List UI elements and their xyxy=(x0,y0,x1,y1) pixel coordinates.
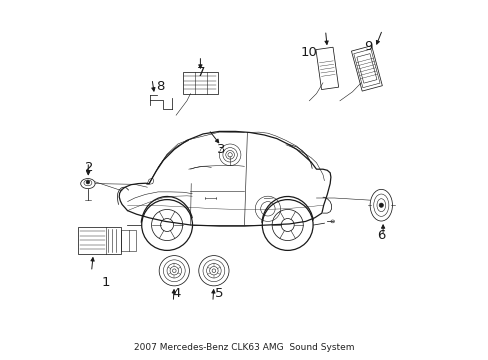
Text: 10: 10 xyxy=(300,46,317,59)
Text: 8: 8 xyxy=(155,80,164,93)
Text: 1: 1 xyxy=(102,276,110,289)
Text: 2: 2 xyxy=(84,161,93,174)
Text: 5: 5 xyxy=(215,287,223,300)
Text: 3: 3 xyxy=(216,143,225,156)
Bar xyxy=(183,72,217,94)
Bar xyxy=(121,230,136,251)
Bar xyxy=(78,227,121,254)
Circle shape xyxy=(378,203,383,207)
Text: 7: 7 xyxy=(197,66,205,78)
Text: 2007 Mercedes-Benz CLK63 AMG  Sound System: 2007 Mercedes-Benz CLK63 AMG Sound Syste… xyxy=(134,343,354,352)
Text: 9: 9 xyxy=(364,40,372,53)
Circle shape xyxy=(86,180,89,184)
Text: 6: 6 xyxy=(376,229,385,242)
Text: 4: 4 xyxy=(172,287,180,300)
